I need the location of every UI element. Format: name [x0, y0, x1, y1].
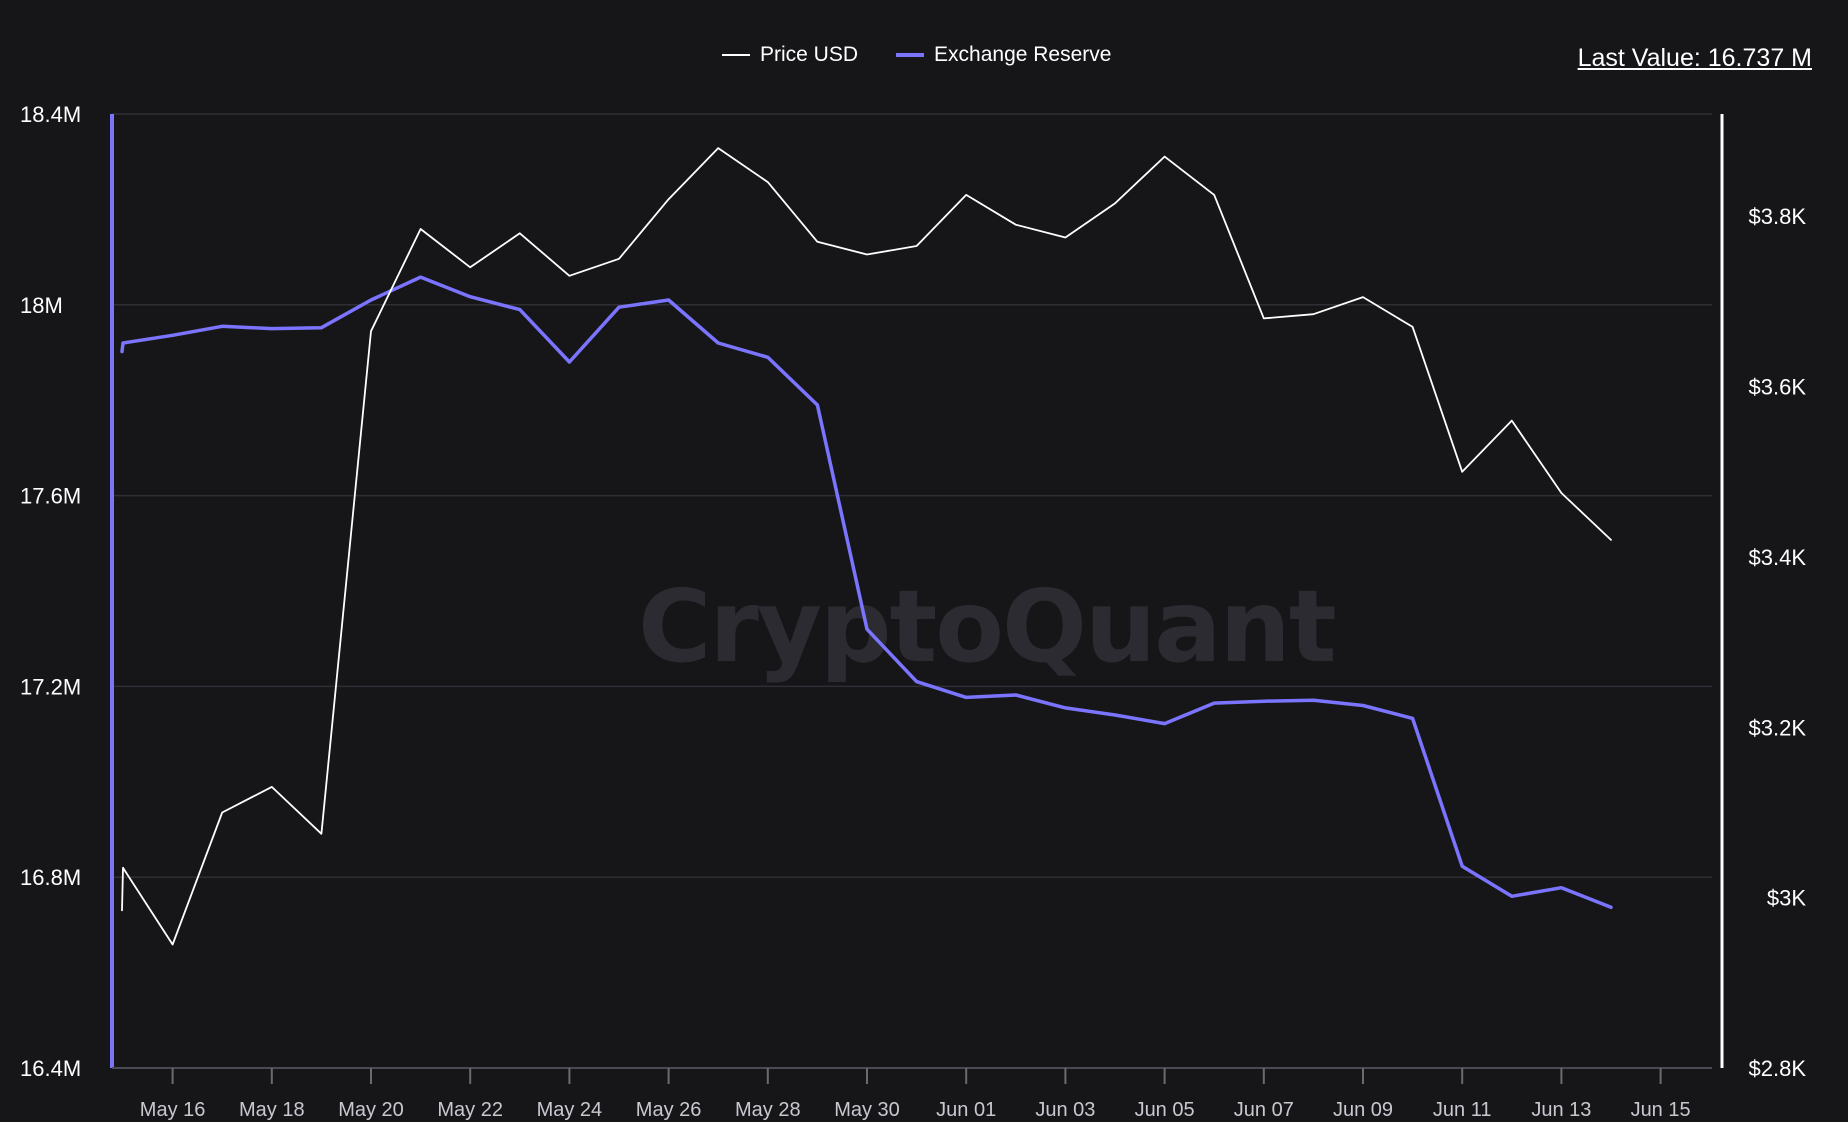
y-left-tick-label: 18M — [20, 293, 63, 318]
x-tick-label: Jun 11 — [1433, 1099, 1492, 1121]
x-tick-label: May 18 — [239, 1099, 305, 1121]
x-tick-label: Jun 07 — [1234, 1099, 1294, 1121]
legend-label-price: Price USD — [760, 43, 859, 66]
y-right-tick-label: $2.8K — [1749, 1056, 1807, 1081]
last-value-link[interactable]: Last Value: 16.737 M — [1577, 44, 1812, 72]
x-tick-label: May 24 — [537, 1099, 603, 1121]
y-right-tick-label: $3.6K — [1749, 375, 1807, 400]
y-left-tick-label: 16.8M — [20, 865, 81, 890]
series-lines — [120, 147, 1613, 946]
legend-swatch-reserve — [896, 53, 925, 57]
y-left-tick-label: 17.2M — [20, 674, 81, 699]
legend: Price USD Exchange Reserve — [722, 43, 1111, 67]
legend-item-price[interactable]: Price USD — [722, 43, 858, 67]
x-tick-label: Jun 05 — [1135, 1099, 1195, 1121]
x-tick-label: May 16 — [140, 1099, 206, 1121]
x-tick-label: Jun 09 — [1333, 1099, 1393, 1121]
watermark-logo: CryptoQuant — [638, 568, 1337, 685]
axes — [110, 114, 1724, 1084]
x-tick-label: May 22 — [437, 1099, 503, 1121]
series-line-price-usd — [121, 147, 1612, 946]
legend-item-reserve[interactable]: Exchange Reserve — [896, 43, 1111, 67]
x-tick-label: May 20 — [338, 1099, 404, 1121]
y-right-tick-label: $3.8K — [1749, 204, 1807, 229]
legend-swatch-price — [722, 54, 750, 56]
legend-label-reserve: Exchange Reserve — [934, 43, 1112, 66]
y-left-tick-label: 18.4M — [20, 102, 81, 127]
series-line-exchange-reserve — [120, 275, 1613, 910]
x-tick-label: Jun 03 — [1035, 1099, 1095, 1121]
x-tick-label: May 28 — [735, 1099, 801, 1121]
x-tick-label: May 30 — [834, 1099, 900, 1121]
y-right-tick-label: $3.4K — [1749, 545, 1807, 570]
y-left-tick-label: 17.6M — [20, 484, 81, 509]
x-tick-label: Jun 13 — [1531, 1099, 1591, 1121]
y-left-tick-label: 16.4M — [20, 1056, 81, 1081]
x-tick-label: Jun 15 — [1631, 1099, 1691, 1121]
tick-labels: 16.4M 16.8M 17.2M 17.6M 18M 18.4M $2.8K $3K $3.2… — [20, 102, 1806, 1121]
gridlines — [112, 113, 1712, 1069]
y-right-tick-label: $3.2K — [1749, 715, 1807, 740]
x-tick-label: May 26 — [636, 1099, 702, 1121]
y-right-tick-label: $3K — [1767, 886, 1806, 911]
x-tick-label: Jun 01 — [936, 1099, 996, 1121]
